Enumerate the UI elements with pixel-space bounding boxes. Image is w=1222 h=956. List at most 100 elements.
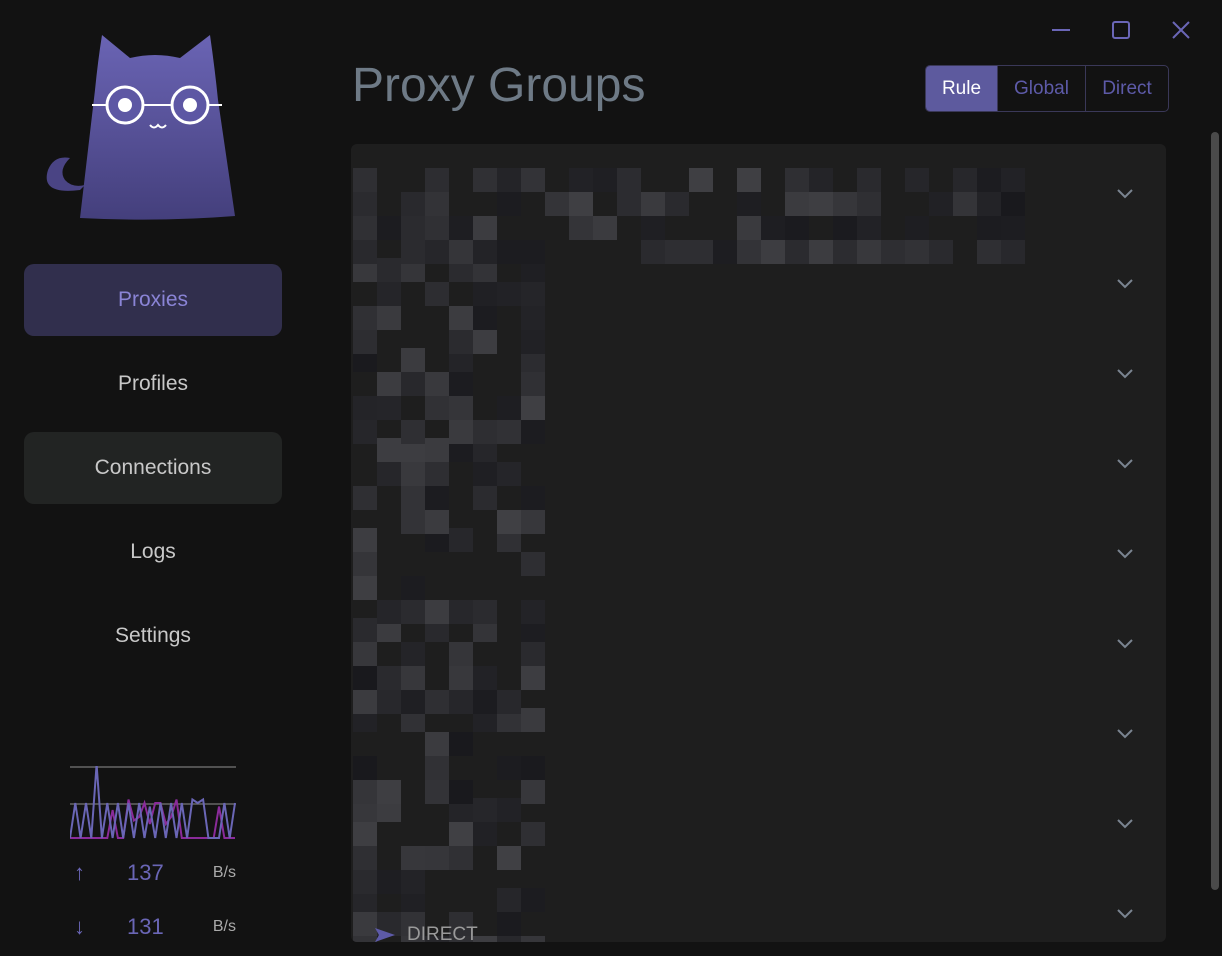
redacted-block xyxy=(449,420,473,444)
redacted-block xyxy=(353,822,377,846)
chevron-down-icon[interactable] xyxy=(1116,548,1134,560)
redacted-block xyxy=(977,168,1001,192)
send-icon xyxy=(375,928,395,942)
redacted-block xyxy=(521,708,545,732)
sidebar-item-settings[interactable]: Settings xyxy=(115,624,191,647)
chevron-down-icon[interactable] xyxy=(1116,818,1134,830)
redacted-block xyxy=(353,420,377,444)
mode-direct-button[interactable]: Direct xyxy=(1085,66,1168,111)
redacted-block xyxy=(449,666,473,690)
redacted-block xyxy=(593,168,617,192)
redacted-block xyxy=(449,732,473,756)
redacted-block xyxy=(521,306,545,330)
redacted-block xyxy=(641,216,665,240)
redacted-block xyxy=(737,168,761,192)
redacted-block xyxy=(497,420,521,444)
chevron-down-icon[interactable] xyxy=(1116,728,1134,740)
chevron-down-icon[interactable] xyxy=(1116,908,1134,920)
redacted-block xyxy=(425,486,449,510)
redacted-block xyxy=(449,240,473,264)
close-icon[interactable] xyxy=(1169,18,1193,42)
redacted-block xyxy=(425,756,449,780)
redacted-block xyxy=(377,396,401,420)
redacted-block xyxy=(665,240,689,264)
redacted-block xyxy=(353,666,377,690)
chevron-down-icon[interactable] xyxy=(1116,278,1134,290)
chevron-down-icon[interactable] xyxy=(1116,188,1134,200)
redacted-block xyxy=(353,690,377,714)
redacted-block xyxy=(473,798,497,822)
redacted-block xyxy=(401,510,425,534)
redacted-block xyxy=(905,240,929,264)
redacted-block xyxy=(425,690,449,714)
redacted-block xyxy=(905,216,929,240)
sidebar-item-connections[interactable]: Connections xyxy=(24,432,282,504)
redacted-block xyxy=(521,282,545,306)
redacted-block xyxy=(809,168,833,192)
proxy-group-row[interactable] xyxy=(351,144,1166,264)
sidebar-item-profiles[interactable]: Profiles xyxy=(117,372,189,395)
redacted-block xyxy=(353,756,377,780)
redacted-block xyxy=(929,240,953,264)
redacted-block xyxy=(857,168,881,192)
mode-global-button[interactable]: Global xyxy=(997,66,1085,111)
redacted-block xyxy=(521,240,545,264)
redacted-block xyxy=(425,510,449,534)
upload-stat: ↑ 137 B/s xyxy=(74,858,244,888)
redacted-block xyxy=(377,780,401,804)
redacted-block xyxy=(521,168,545,192)
upload-line xyxy=(70,766,236,839)
redacted-block xyxy=(473,282,497,306)
redacted-block xyxy=(449,690,473,714)
redacted-block xyxy=(473,486,497,510)
redacted-block xyxy=(521,822,545,846)
redacted-block xyxy=(809,192,833,216)
proxy-group-row[interactable] xyxy=(351,594,1166,714)
redacted-block xyxy=(377,600,401,624)
redacted-block xyxy=(401,690,425,714)
redacted-block xyxy=(401,642,425,666)
redacted-block xyxy=(785,168,809,192)
redacted-block xyxy=(473,168,497,192)
redacted-block xyxy=(425,216,449,240)
proxy-item-direct[interactable]: DIRECT xyxy=(375,924,478,942)
redacted-block xyxy=(809,240,833,264)
redacted-block xyxy=(1001,168,1025,192)
redacted-block xyxy=(713,240,737,264)
chevron-down-icon[interactable] xyxy=(1116,458,1134,470)
redacted-block xyxy=(857,192,881,216)
redacted-block xyxy=(833,192,857,216)
redacted-block xyxy=(785,192,809,216)
traffic-graph xyxy=(70,766,236,839)
redacted-block xyxy=(449,330,473,354)
redacted-block xyxy=(497,912,521,936)
redacted-block xyxy=(929,192,953,216)
redacted-block xyxy=(449,912,473,936)
redacted-block xyxy=(353,306,377,330)
sidebar-item-proxies[interactable]: Proxies xyxy=(24,264,282,336)
sidebar-item-logs[interactable]: Logs xyxy=(130,540,176,563)
redacted-block xyxy=(425,732,449,756)
proxy-group-row[interactable] xyxy=(351,504,1166,624)
redacted-block xyxy=(401,462,425,486)
mode-rule-button[interactable]: Rule xyxy=(926,66,997,111)
scrollbar[interactable] xyxy=(1211,132,1219,890)
redacted-block xyxy=(497,510,521,534)
redacted-block xyxy=(377,216,401,240)
redacted-block xyxy=(449,642,473,666)
redacted-block xyxy=(401,912,425,936)
redacted-block xyxy=(665,192,689,216)
redacted-block xyxy=(377,690,401,714)
redacted-block xyxy=(641,192,665,216)
redacted-block xyxy=(497,888,521,912)
redacted-block xyxy=(353,912,377,936)
redacted-block xyxy=(401,576,425,600)
proxy-group-row[interactable] xyxy=(351,324,1166,444)
proxy-group-row[interactable] xyxy=(351,774,1166,894)
minimize-icon[interactable] xyxy=(1049,18,1073,42)
chevron-down-icon[interactable] xyxy=(1116,638,1134,650)
redacted-block xyxy=(473,690,497,714)
maximize-icon[interactable] xyxy=(1109,18,1133,42)
chevron-down-icon[interactable] xyxy=(1116,368,1134,380)
redacted-block xyxy=(473,936,497,942)
